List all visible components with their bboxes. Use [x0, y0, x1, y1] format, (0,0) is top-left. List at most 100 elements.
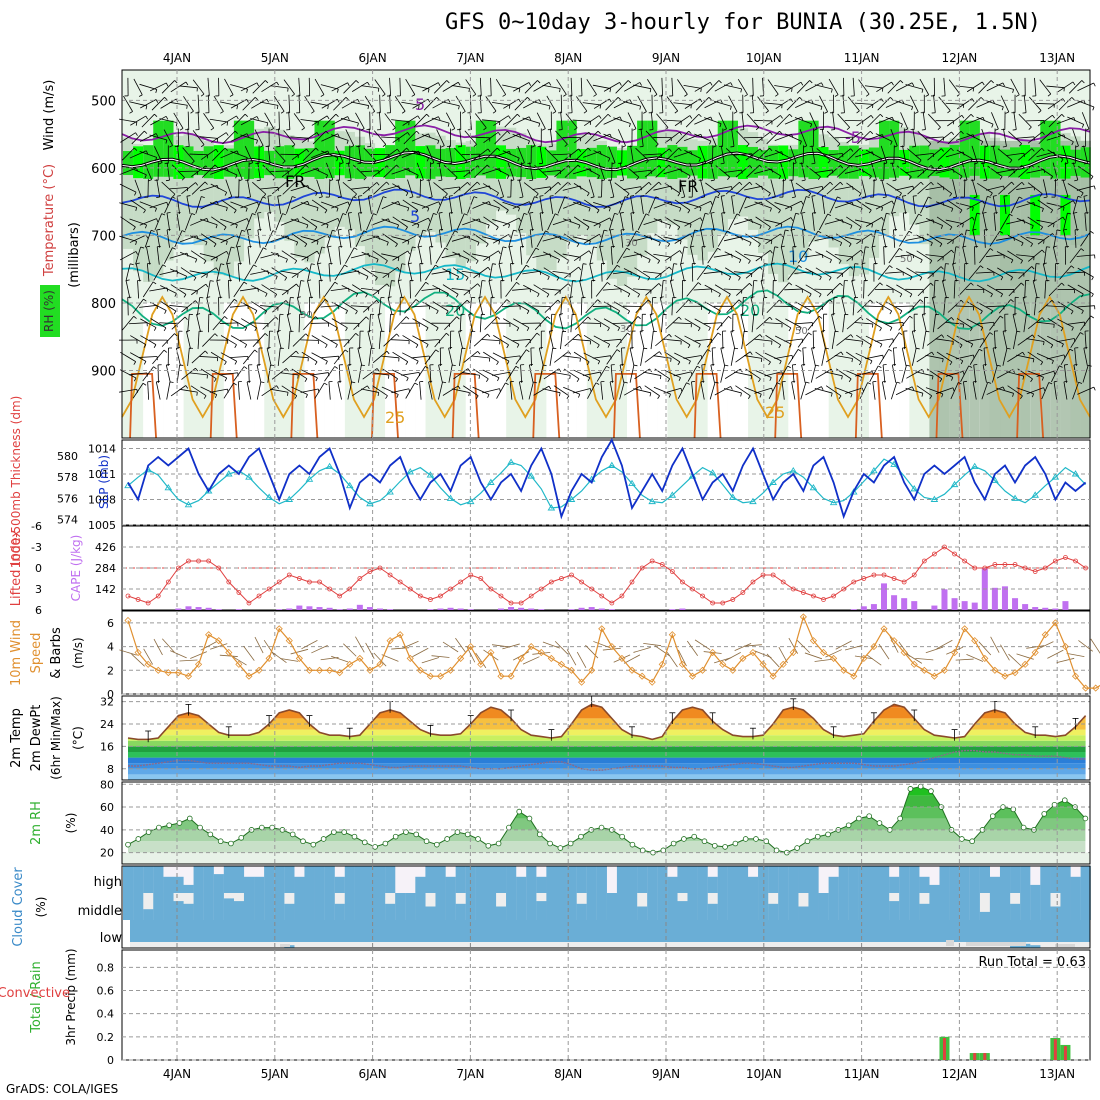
wind-barb-flag [231, 246, 235, 249]
wind-barb-flag [200, 144, 205, 148]
wind-barb [498, 246, 504, 265]
wind-barb-flag [1021, 165, 1025, 169]
rh2m-point [732, 840, 739, 847]
wind-barb [363, 147, 377, 162]
wind-barb-flag [681, 196, 685, 199]
cloud-bar [788, 866, 799, 893]
li-point [165, 579, 171, 585]
wind-barb-flag [1002, 146, 1007, 148]
wind-barb [633, 84, 651, 90]
wind-barb [935, 236, 954, 241]
wind-barb-flag [749, 181, 753, 186]
cape-bar [447, 607, 454, 610]
wind-barb [454, 147, 468, 162]
wind-barb [795, 182, 811, 194]
wind-barb [1023, 94, 1027, 113]
wind-barb [512, 133, 530, 142]
wind-barb [1058, 97, 1073, 111]
wind-barb-flag [516, 327, 520, 332]
wind-barb [260, 305, 279, 308]
wind-barb [403, 130, 417, 145]
wind-barb-flag [950, 147, 954, 152]
wind-barb [402, 352, 419, 362]
wind-barb-flag [617, 97, 621, 101]
wind-barb-flag [659, 375, 662, 380]
wind-barb [160, 301, 177, 312]
wind-barb [562, 185, 581, 191]
wind-barb [593, 217, 610, 227]
wind-barb-flag [710, 363, 715, 366]
wind-barb-flag [236, 105, 238, 110]
cloud-bar [737, 893, 749, 920]
wind-barb [206, 280, 211, 299]
cape-bar [387, 609, 394, 610]
rh-cell-bright [566, 120, 577, 162]
wind-barb-flag [1090, 231, 1094, 234]
wind-barb [1002, 331, 1008, 349]
wind-barb [582, 371, 601, 377]
wind-barb [451, 288, 470, 291]
wind-barb [247, 246, 251, 265]
wind-barb-flag [295, 350, 299, 355]
wind-barb [1039, 79, 1052, 95]
wind-barb-flag [1031, 148, 1035, 152]
wind-barb-flag [446, 293, 449, 297]
wind-barb-flag [617, 310, 621, 315]
cloud-low-gap [966, 942, 1026, 946]
wind-barb [210, 132, 227, 143]
wind-barb [438, 381, 443, 400]
wind-barb-flag [545, 176, 549, 181]
wind-barb [250, 285, 268, 294]
wind-barb-flag [1030, 243, 1034, 247]
rh-band-mid [717, 133, 728, 235]
li-point [690, 586, 695, 592]
rh-band-bright [546, 150, 557, 176]
wind-barb [767, 79, 779, 95]
wind-barb [229, 305, 248, 308]
rh2m-point [917, 783, 924, 790]
wind-barb [479, 280, 483, 299]
wind-barb-flag [169, 145, 173, 148]
wind-barb [754, 387, 772, 394]
wind-barb [371, 218, 389, 226]
wind-barb [132, 298, 144, 314]
cape-bar [951, 598, 958, 610]
rh-band-mid [405, 138, 416, 251]
wind-barb [532, 186, 551, 190]
wind-barb-flag [365, 294, 368, 298]
wind-barb [694, 81, 711, 92]
surface-wind-barb [455, 637, 467, 653]
rh-band-bright [274, 146, 285, 179]
wind-barb-flag [396, 224, 399, 229]
cloud-low-gap [1055, 944, 1075, 947]
cloud-bar [717, 893, 728, 920]
wind-barb [201, 148, 217, 160]
wind-barb-flag [206, 218, 209, 222]
wind-barb [498, 263, 504, 282]
rh-band-mid [435, 135, 446, 243]
wind-barb-flag [648, 299, 652, 303]
li-point [750, 579, 756, 585]
wind-barb [694, 116, 711, 125]
wind-barb [282, 350, 297, 364]
cloud-bar [657, 893, 668, 920]
wind-barb-flag [225, 132, 229, 136]
wind-barb [235, 162, 243, 180]
wind-barb-flag [645, 213, 650, 216]
wind-barb-flag [1073, 363, 1078, 366]
wind-barb-flag [146, 245, 151, 248]
wind-barb-flag [990, 293, 993, 298]
temp-band-group [128, 704, 1086, 780]
li-point [861, 576, 867, 581]
wind-barb-flag [294, 395, 298, 399]
wind-barb [368, 347, 372, 366]
wind-barb-flag [241, 229, 246, 232]
wind-barb-flag [698, 113, 702, 118]
wind-barb [209, 388, 228, 393]
wind-barb-flag [533, 381, 537, 384]
cloud-bar [697, 893, 708, 920]
wind-barb-flag [495, 226, 499, 231]
wind-barb [522, 270, 541, 275]
wind-barb [846, 351, 862, 363]
wind-barb-flag [860, 208, 863, 212]
